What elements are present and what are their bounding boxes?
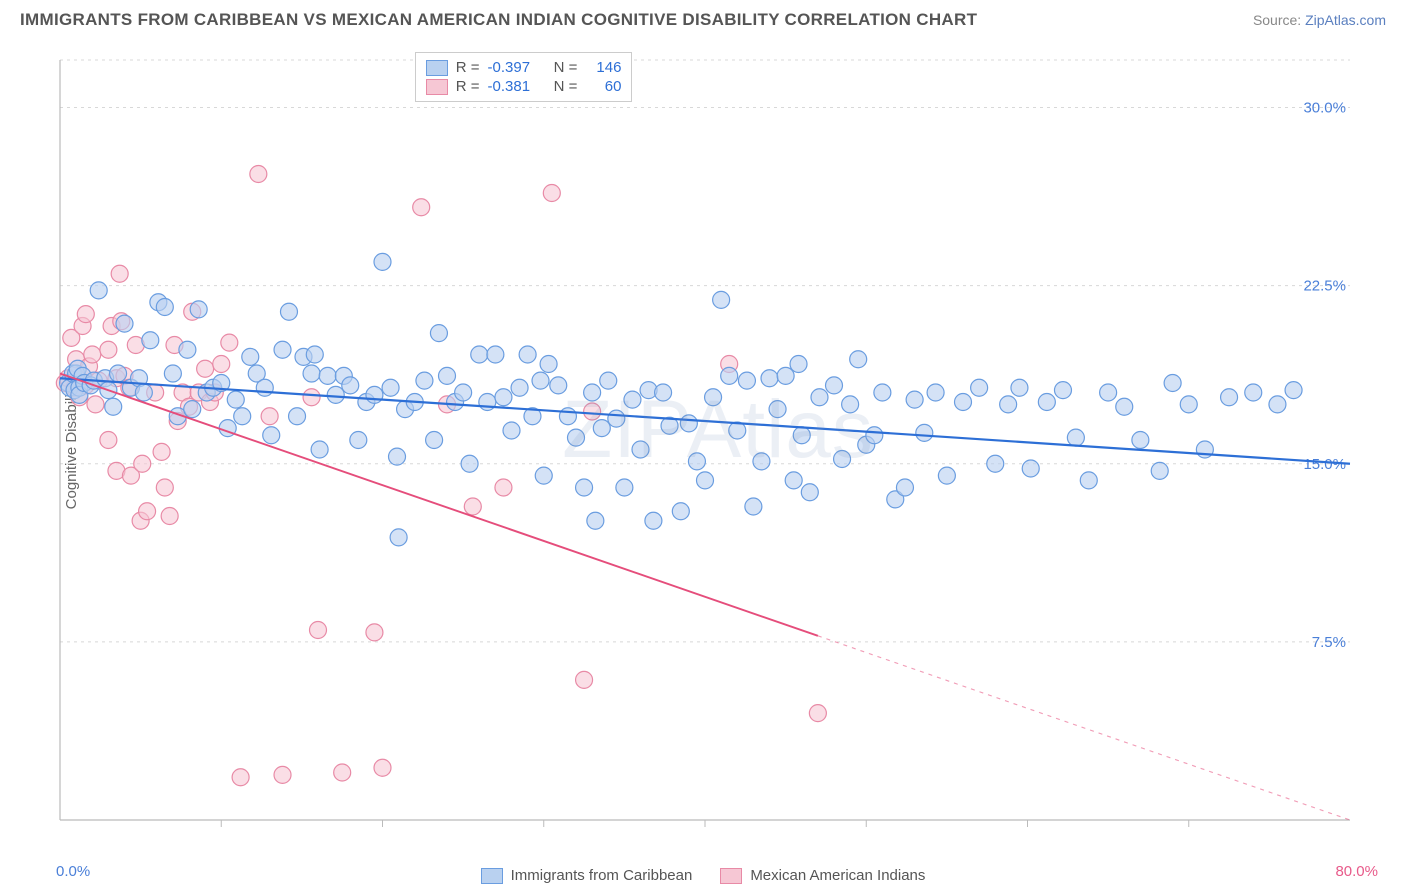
svg-text:22.5%: 22.5%: [1303, 278, 1346, 295]
stat-n-label: N =: [550, 78, 578, 95]
x-axis-end-label: 80.0%: [1335, 863, 1378, 880]
source-attribution: Source: ZipAtlas.com: [1253, 12, 1386, 28]
series-legend: 0.0% Immigrants from Caribbean Mexican A…: [0, 867, 1406, 884]
stats-legend-box: R = -0.397 N = 146 R = -0.381 N = 60: [415, 52, 633, 102]
legend-item-mexican: Mexican American Indians: [720, 867, 925, 884]
stat-n-value: 146: [585, 59, 621, 76]
source-link[interactable]: ZipAtlas.com: [1305, 12, 1386, 28]
stats-legend-row: R = -0.397 N = 146: [426, 58, 622, 77]
stat-r-label: R =: [456, 59, 480, 76]
svg-text:15.0%: 15.0%: [1303, 456, 1346, 473]
stats-legend-row: R = -0.381 N = 60: [426, 77, 622, 96]
legend-swatch-icon: [481, 868, 503, 884]
legend-item-caribbean: Immigrants from Caribbean: [481, 867, 693, 884]
legend-label: Mexican American Indians: [750, 867, 925, 884]
legend-label: Immigrants from Caribbean: [511, 867, 693, 884]
scatter-chart-svg: 7.5% 15.0% 22.5% 30.0%: [50, 50, 1386, 842]
svg-text:7.5%: 7.5%: [1312, 634, 1346, 651]
chart-header: IMMIGRANTS FROM CARIBBEAN VS MEXICAN AME…: [0, 0, 1406, 36]
stat-n-label: N =: [550, 59, 578, 76]
chart-area: 7.5%15.0%22.5%30.0% ZIPAtlas R =-0.397 N…: [50, 50, 1386, 842]
stat-r-value: -0.397: [488, 59, 542, 76]
chart-title: IMMIGRANTS FROM CARIBBEAN VS MEXICAN AME…: [20, 10, 977, 30]
source-label: Source:: [1253, 12, 1301, 28]
legend-swatch-icon: [426, 79, 448, 95]
stat-n-value: 60: [585, 78, 621, 95]
legend-swatch-icon: [720, 868, 742, 884]
stat-r-label: R =: [456, 78, 480, 95]
stat-r-value: -0.381: [488, 78, 542, 95]
svg-text:30.0%: 30.0%: [1303, 100, 1346, 117]
legend-swatch-icon: [426, 60, 448, 76]
x-axis-origin-label: 0.0%: [56, 863, 90, 880]
